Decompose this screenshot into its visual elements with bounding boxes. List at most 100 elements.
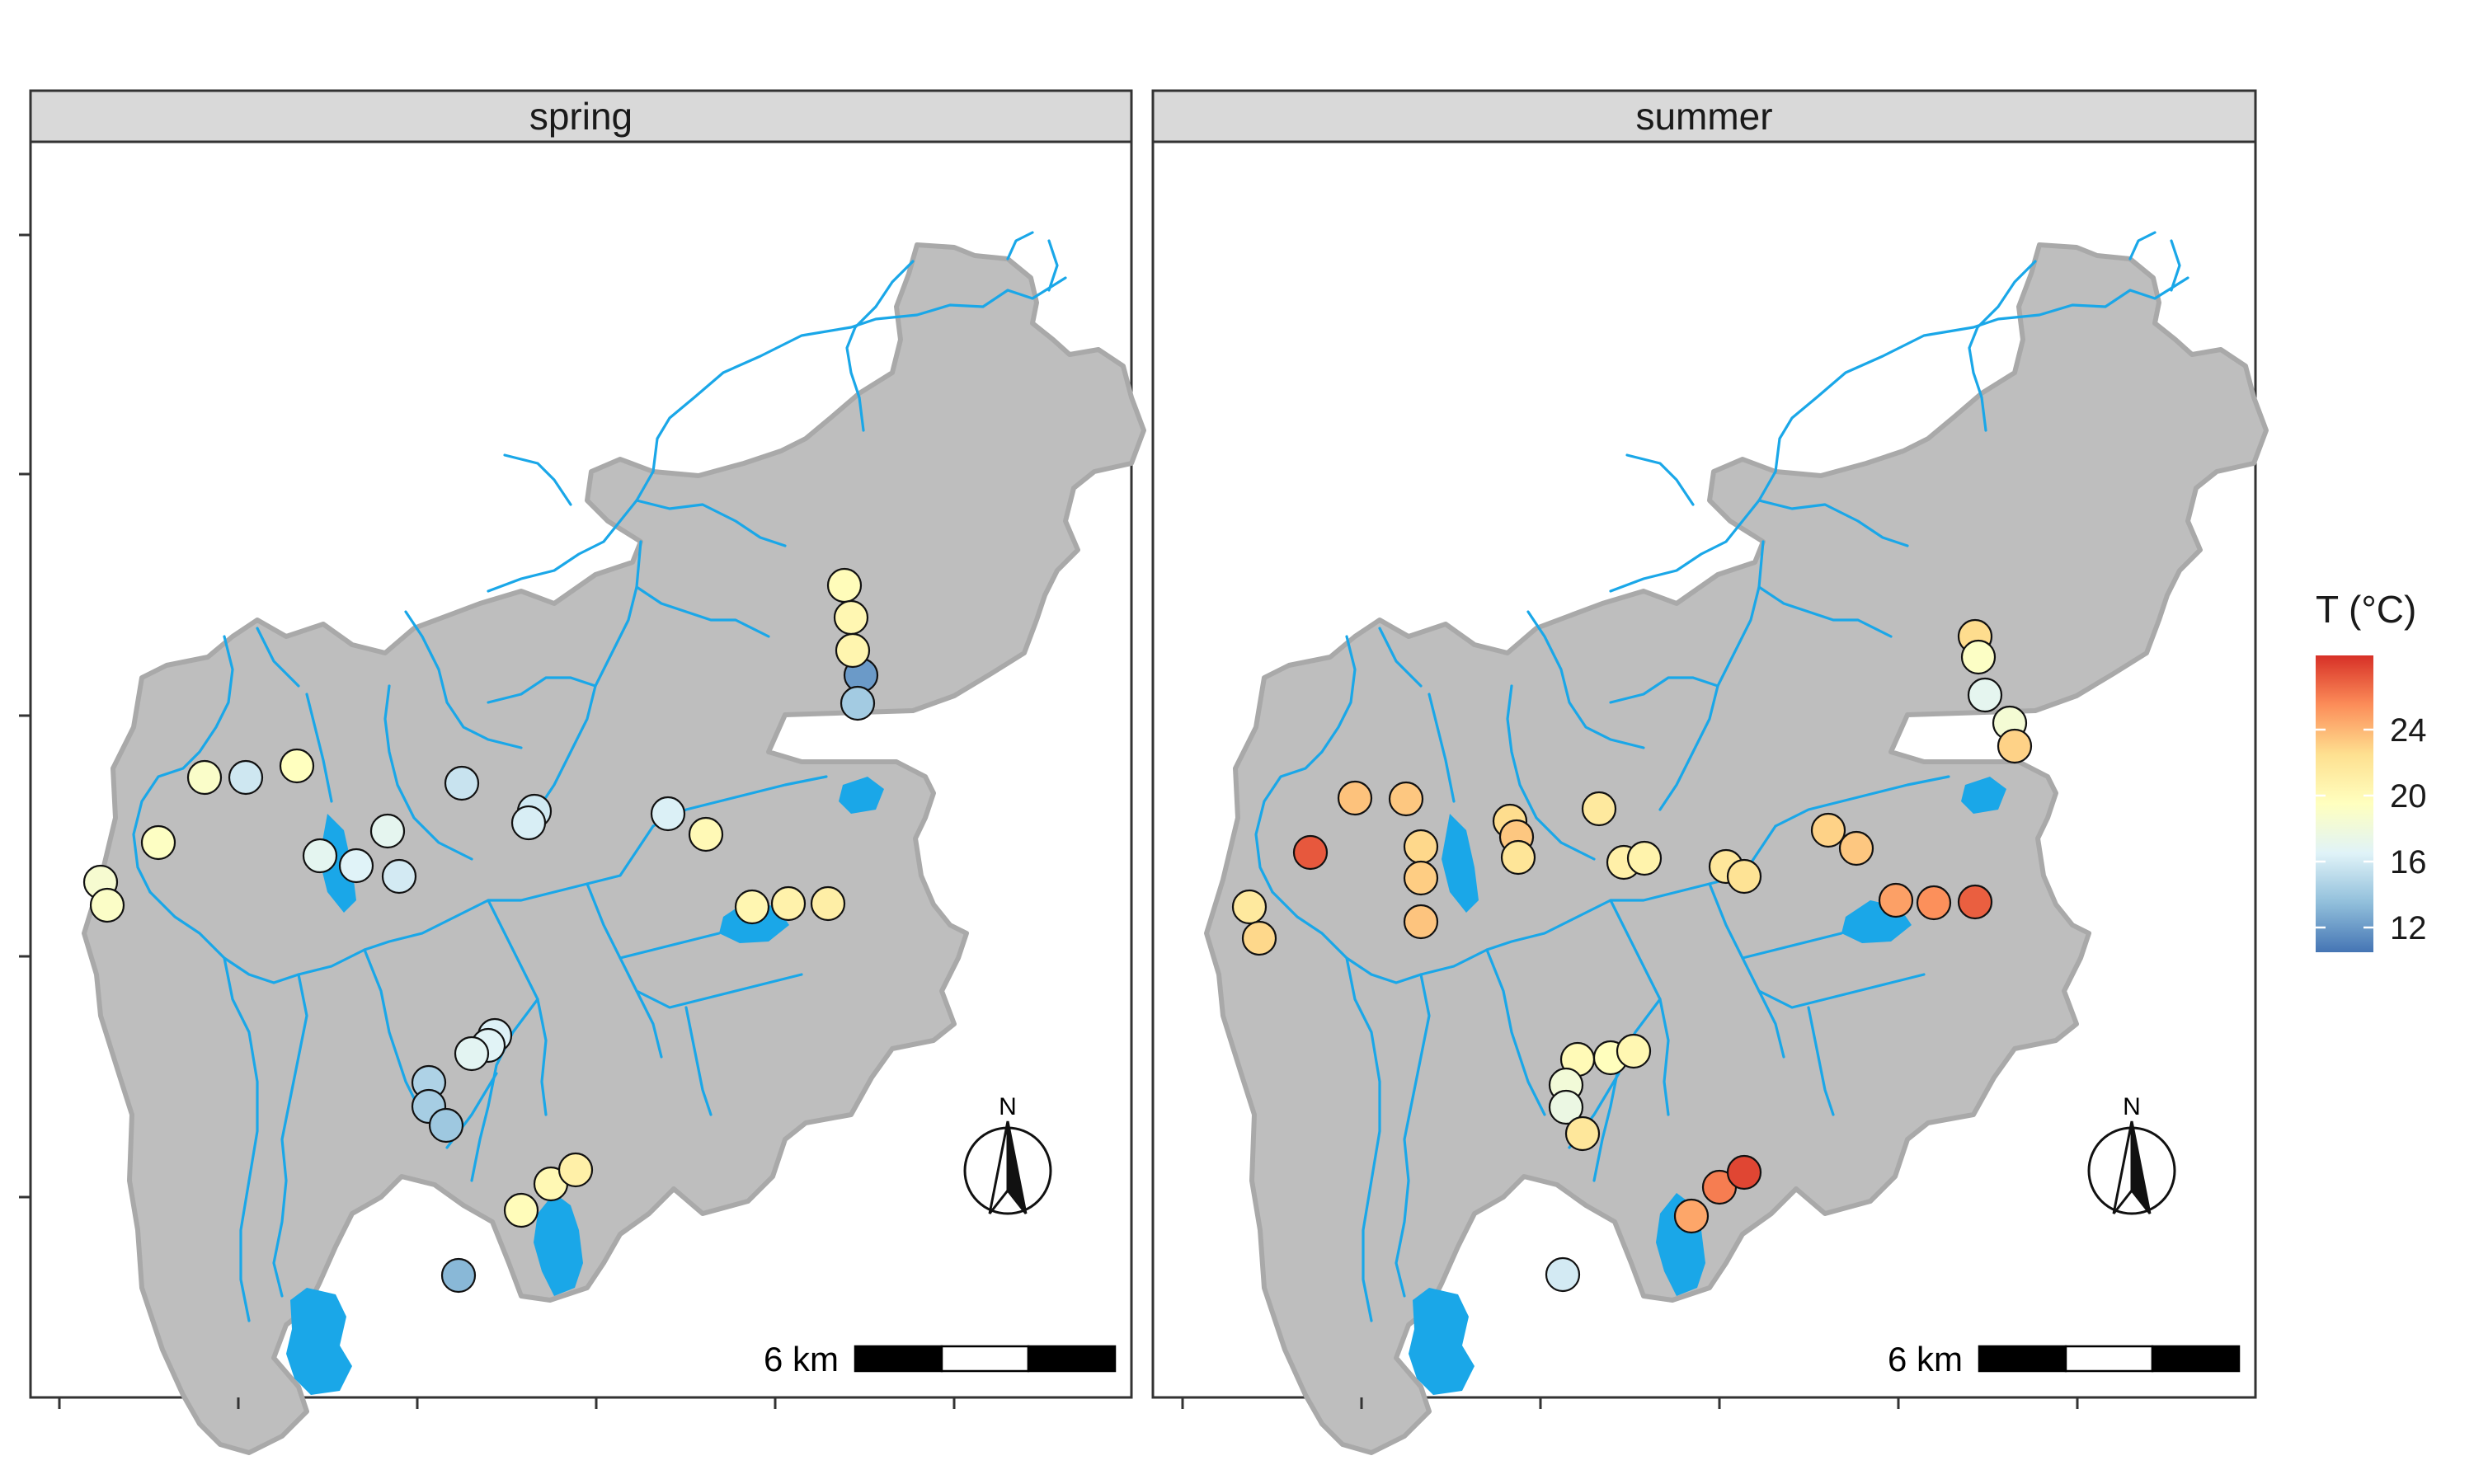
map-layer [1204,231,2269,1455]
river [1006,231,1034,261]
site-point [454,1036,490,1072]
site-point [89,887,125,923]
north-label: N [999,1093,1017,1120]
site-point [1403,829,1439,865]
legend-tick-label: 16 [2390,844,2427,881]
site-point [1957,884,1993,920]
site-point [186,759,223,796]
river [272,973,308,1298]
site-point [1231,889,1268,925]
river [2128,231,2157,261]
scale-segment [2151,1345,2241,1373]
river [470,998,539,1182]
legend-tick-label: 24 [2390,712,2427,749]
site-point [1960,639,1997,675]
river [1378,627,1423,688]
site-point [1916,885,1952,921]
site-point [557,1152,594,1188]
river [684,1006,713,1116]
river [132,635,234,894]
site-point [770,885,807,922]
river [487,676,597,704]
river [1254,635,1357,894]
site-point [650,796,686,832]
river [1506,684,1596,861]
river [363,948,424,1116]
lake [534,1193,583,1296]
site-point [140,824,176,861]
panels: spring N 6 km summer N 6 km [19,89,2269,1455]
site-point [833,599,869,636]
scale-label: 6 km [764,1340,839,1378]
site-point [279,748,315,784]
panel-spring: spring N 6 km [19,89,1146,1455]
site-point [734,889,770,925]
river [1427,693,1456,803]
river [1968,260,2037,432]
site-points [82,567,879,1294]
strip-background [1151,89,2257,143]
site-point [1388,781,1424,817]
site-point [503,1192,539,1228]
site-point [1810,812,1846,848]
river [1708,882,1785,1059]
axis-ticks [1181,1397,2079,1409]
river [1774,775,1950,828]
river [1774,276,2189,473]
legend: T (°C) 24 20 16 12 [2316,588,2427,952]
river [635,499,787,547]
lake [1409,1288,1475,1395]
site-point [1581,791,1617,827]
site-point [1838,830,1874,866]
site-point [810,885,846,922]
north-needle-right [2130,1120,2152,1214]
strip-background [29,89,1133,143]
scale-segment [1027,1345,1117,1373]
lake [1442,814,1479,913]
site-points [1231,618,2033,1293]
site-point [510,805,547,841]
site-point [428,1107,464,1144]
scale-segment [2064,1345,2154,1373]
site-point [1241,920,1277,956]
site-point [840,685,876,721]
scale-label: 6 km [1888,1340,1963,1378]
site-point [1564,1115,1601,1152]
axis-ticks [19,233,956,1409]
site-point [1292,834,1329,871]
river [635,973,803,1009]
river [383,684,473,861]
site-point [338,848,374,884]
site-point [1726,858,1762,895]
river [1395,973,1431,1298]
site-point [1626,840,1663,876]
river [1609,676,1719,704]
river [305,693,333,803]
site-point [1726,1154,1762,1190]
river [651,276,1067,473]
river [2170,239,2181,292]
site-point [1403,860,1439,896]
river [487,470,655,593]
site-point [228,759,264,796]
site-point [1997,728,2033,764]
legend-colorbar [2316,655,2373,952]
site-point [826,567,863,603]
panel-title: summer [1635,95,1772,138]
river [1757,585,1893,638]
north-label: N [2123,1093,2141,1120]
lake [1961,777,2006,814]
scale-bar: 6 km [764,1340,1117,1378]
river [256,627,300,688]
site-point [1673,1198,1710,1234]
map-layer [82,231,1146,1455]
legend-tick-label: 12 [2390,910,2427,946]
river [1609,470,1777,593]
north-arrow: N [963,1093,1052,1215]
legend-tick-label: 20 [2390,778,2427,815]
site-point [688,816,724,852]
north-arrow: N [2087,1093,2176,1215]
river [845,260,915,432]
site-point [302,838,338,874]
